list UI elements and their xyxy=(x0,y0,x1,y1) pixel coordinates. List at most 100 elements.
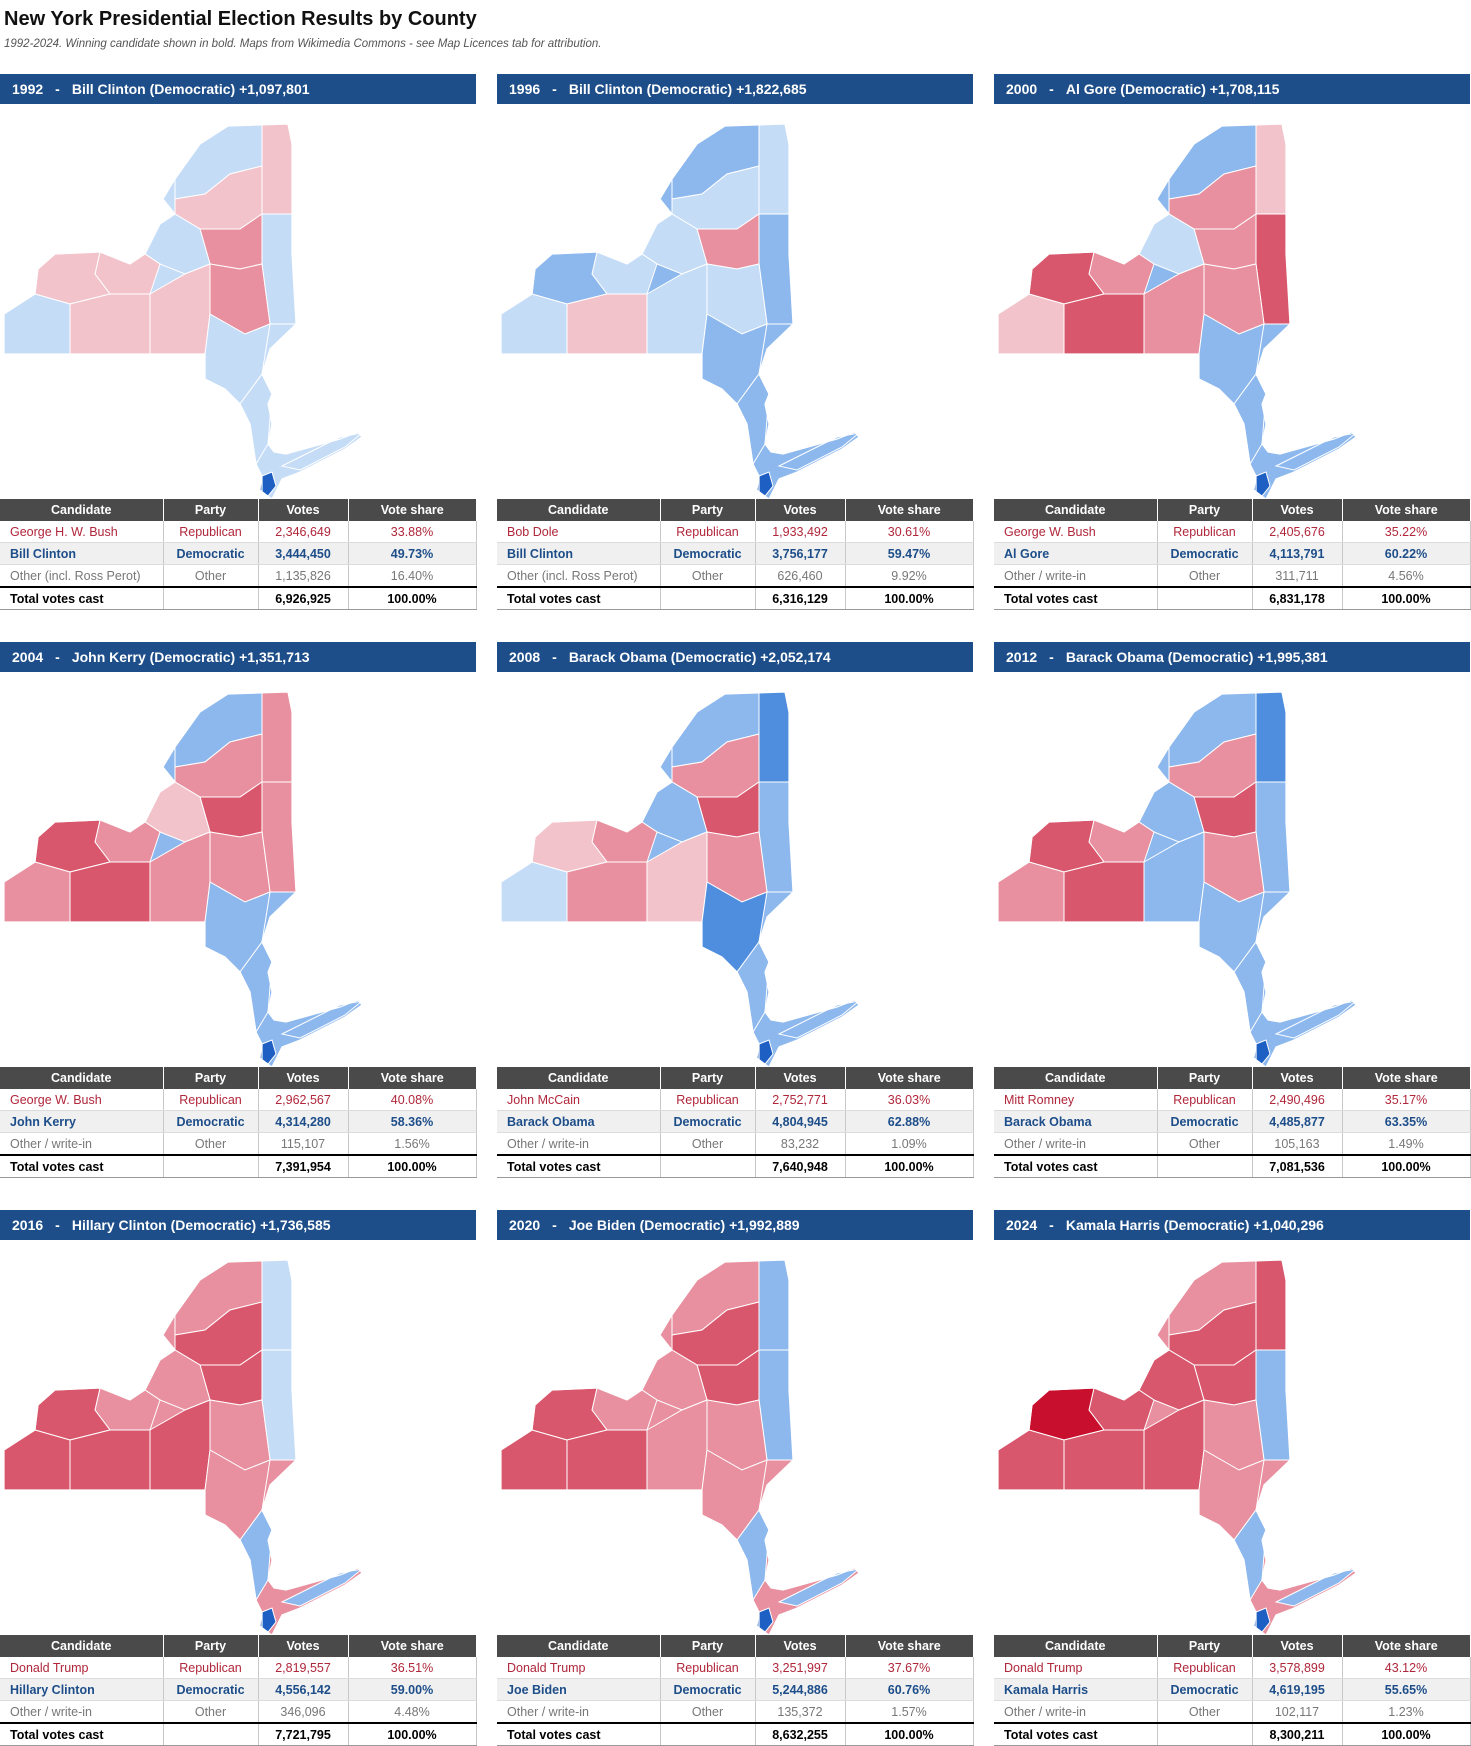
results-table: Candidate Party Votes Vote share John Mc… xyxy=(497,1067,974,1178)
share-cell: 60.76% xyxy=(845,1678,974,1701)
county-region xyxy=(4,1429,71,1491)
votes-cell: 4,113,791 xyxy=(1252,542,1343,565)
panel-header: 2008- Barack Obama (Democratic) +2,052,17… xyxy=(497,642,973,672)
col-party: Party xyxy=(660,1635,756,1657)
party-cell xyxy=(660,1154,756,1178)
panel-headline: John Kerry (Democratic) +1,351,713 xyxy=(71,649,310,665)
col-party: Party xyxy=(660,1067,756,1089)
votes-cell: 4,314,280 xyxy=(258,1110,349,1133)
party-cell: Democratic xyxy=(1157,1110,1253,1133)
candidate-cell: Other (incl. Ross Perot) xyxy=(0,564,164,588)
table-row: Kamala Harris Democratic 4,619,195 55.65… xyxy=(994,1678,1471,1701)
col-party: Party xyxy=(660,499,756,521)
share-cell: 37.67% xyxy=(845,1657,974,1679)
results-table: Candidate Party Votes Vote share George … xyxy=(994,499,1471,610)
party-cell: Other xyxy=(660,1700,756,1724)
candidate-cell: Total votes cast xyxy=(994,586,1158,610)
table-row: Other / write-in Other 115,107 1.56% xyxy=(0,1132,477,1156)
party-cell: Other xyxy=(163,1132,259,1156)
new-york-county-map xyxy=(3,1259,364,1635)
col-party: Party xyxy=(1157,1067,1253,1089)
table-row: Other / write-in Other 102,117 1.23% xyxy=(994,1700,1471,1724)
county-region xyxy=(566,861,648,923)
col-candidate: Candidate xyxy=(497,1067,661,1089)
county-region xyxy=(69,861,151,923)
table-row: Other / write-in Other 105,163 1.49% xyxy=(994,1132,1471,1156)
party-cell xyxy=(1157,1722,1253,1746)
candidate-cell: Total votes cast xyxy=(497,586,661,610)
map-counties xyxy=(501,692,859,1067)
col-vote-share: Vote share xyxy=(348,1067,476,1089)
candidate-cell: Total votes cast xyxy=(994,1154,1158,1178)
candidate-cell: George H. W. Bush xyxy=(0,521,164,543)
new-york-county-map xyxy=(3,123,364,499)
votes-cell: 3,444,450 xyxy=(258,542,349,565)
county-region xyxy=(566,293,648,355)
panel-headline: Joe Biden (Democratic) +1,992,889 xyxy=(568,1217,800,1233)
new-york-city xyxy=(1253,471,1271,497)
candidate-cell: Total votes cast xyxy=(0,586,164,610)
table-row: Donald Trump Republican 2,819,557 36.51% xyxy=(0,1657,477,1679)
election-panel-2012: 2012- Barack Obama (Democratic) +1,995,38… xyxy=(994,642,1471,1178)
panel-year: 2024 xyxy=(1006,1217,1038,1233)
panel-header: 1992- Bill Clinton (Democratic) +1,097,80… xyxy=(0,74,476,104)
county-region xyxy=(501,293,568,355)
page-subtitle: 1992-2024. Winning candidate shown in bo… xyxy=(4,38,602,50)
table-row: John McCain Republican 2,752,771 36.03% xyxy=(497,1089,974,1111)
table-row: George W. Bush Republican 2,962,567 40.0… xyxy=(0,1089,477,1111)
votes-cell: 4,619,195 xyxy=(1252,1678,1343,1701)
share-cell: 43.12% xyxy=(1342,1657,1471,1679)
candidate-cell: George W. Bush xyxy=(0,1089,164,1111)
map-counties xyxy=(998,124,1356,499)
candidate-cell: Donald Trump xyxy=(994,1657,1158,1679)
col-votes: Votes xyxy=(258,1635,349,1657)
county-region xyxy=(261,124,293,215)
map-counties xyxy=(998,1260,1356,1635)
share-cell: 4.56% xyxy=(1342,564,1471,588)
col-candidate: Candidate xyxy=(994,499,1158,521)
panel-headline: Kamala Harris (Democratic) +1,040,296 xyxy=(1065,1217,1324,1233)
candidate-cell: Other / write-in xyxy=(497,1132,661,1156)
panel-year: 2000 xyxy=(1006,81,1038,97)
election-panel-2004: 2004- John Kerry (Democratic) +1,351,713 … xyxy=(0,642,477,1178)
table-row: Total votes cast 7,081,536 100.00% xyxy=(994,1154,1471,1178)
state-outline xyxy=(997,1259,1357,1635)
votes-cell: 6,831,178 xyxy=(1252,586,1343,610)
new-york-city xyxy=(259,1039,277,1065)
party-cell: Republican xyxy=(1157,1657,1253,1679)
county-region xyxy=(758,124,790,215)
map-counties xyxy=(501,1260,859,1635)
share-cell: 100.00% xyxy=(1342,1722,1471,1746)
col-vote-share: Vote share xyxy=(1342,1635,1470,1657)
party-cell: Other xyxy=(1157,1700,1253,1724)
party-cell: Republican xyxy=(660,1089,756,1111)
votes-cell: 102,117 xyxy=(1252,1700,1343,1724)
county-region xyxy=(1063,861,1145,923)
election-panel-2020: 2020- Joe Biden (Democratic) +1,992,889 C… xyxy=(497,1210,974,1746)
table-row: Bob Dole Republican 1,933,492 30.61% xyxy=(497,521,974,543)
county-region xyxy=(261,692,293,783)
county-region xyxy=(69,1429,151,1491)
map-counties xyxy=(998,692,1356,1067)
votes-cell: 1,933,492 xyxy=(755,521,846,543)
county-region xyxy=(758,1260,790,1351)
county-region xyxy=(4,861,71,923)
state-outline xyxy=(3,123,363,499)
votes-cell: 626,460 xyxy=(755,564,846,588)
county-region xyxy=(501,1429,568,1491)
state-outline xyxy=(997,691,1357,1067)
party-cell: Democratic xyxy=(660,1678,756,1701)
votes-cell: 4,556,142 xyxy=(258,1678,349,1701)
county-region xyxy=(998,293,1065,355)
share-cell: 1.09% xyxy=(845,1132,974,1156)
table-row: Bill Clinton Democratic 3,444,450 49.73% xyxy=(0,542,477,565)
party-cell: Other xyxy=(1157,564,1253,588)
party-cell: Other xyxy=(163,1700,259,1724)
party-cell xyxy=(1157,586,1253,610)
share-cell: 49.73% xyxy=(348,542,477,565)
votes-cell: 5,244,886 xyxy=(755,1678,846,1701)
share-cell: 36.03% xyxy=(845,1089,974,1111)
party-cell: Republican xyxy=(1157,1089,1253,1111)
candidate-cell: Joe Biden xyxy=(497,1678,661,1701)
county-region xyxy=(69,293,151,355)
